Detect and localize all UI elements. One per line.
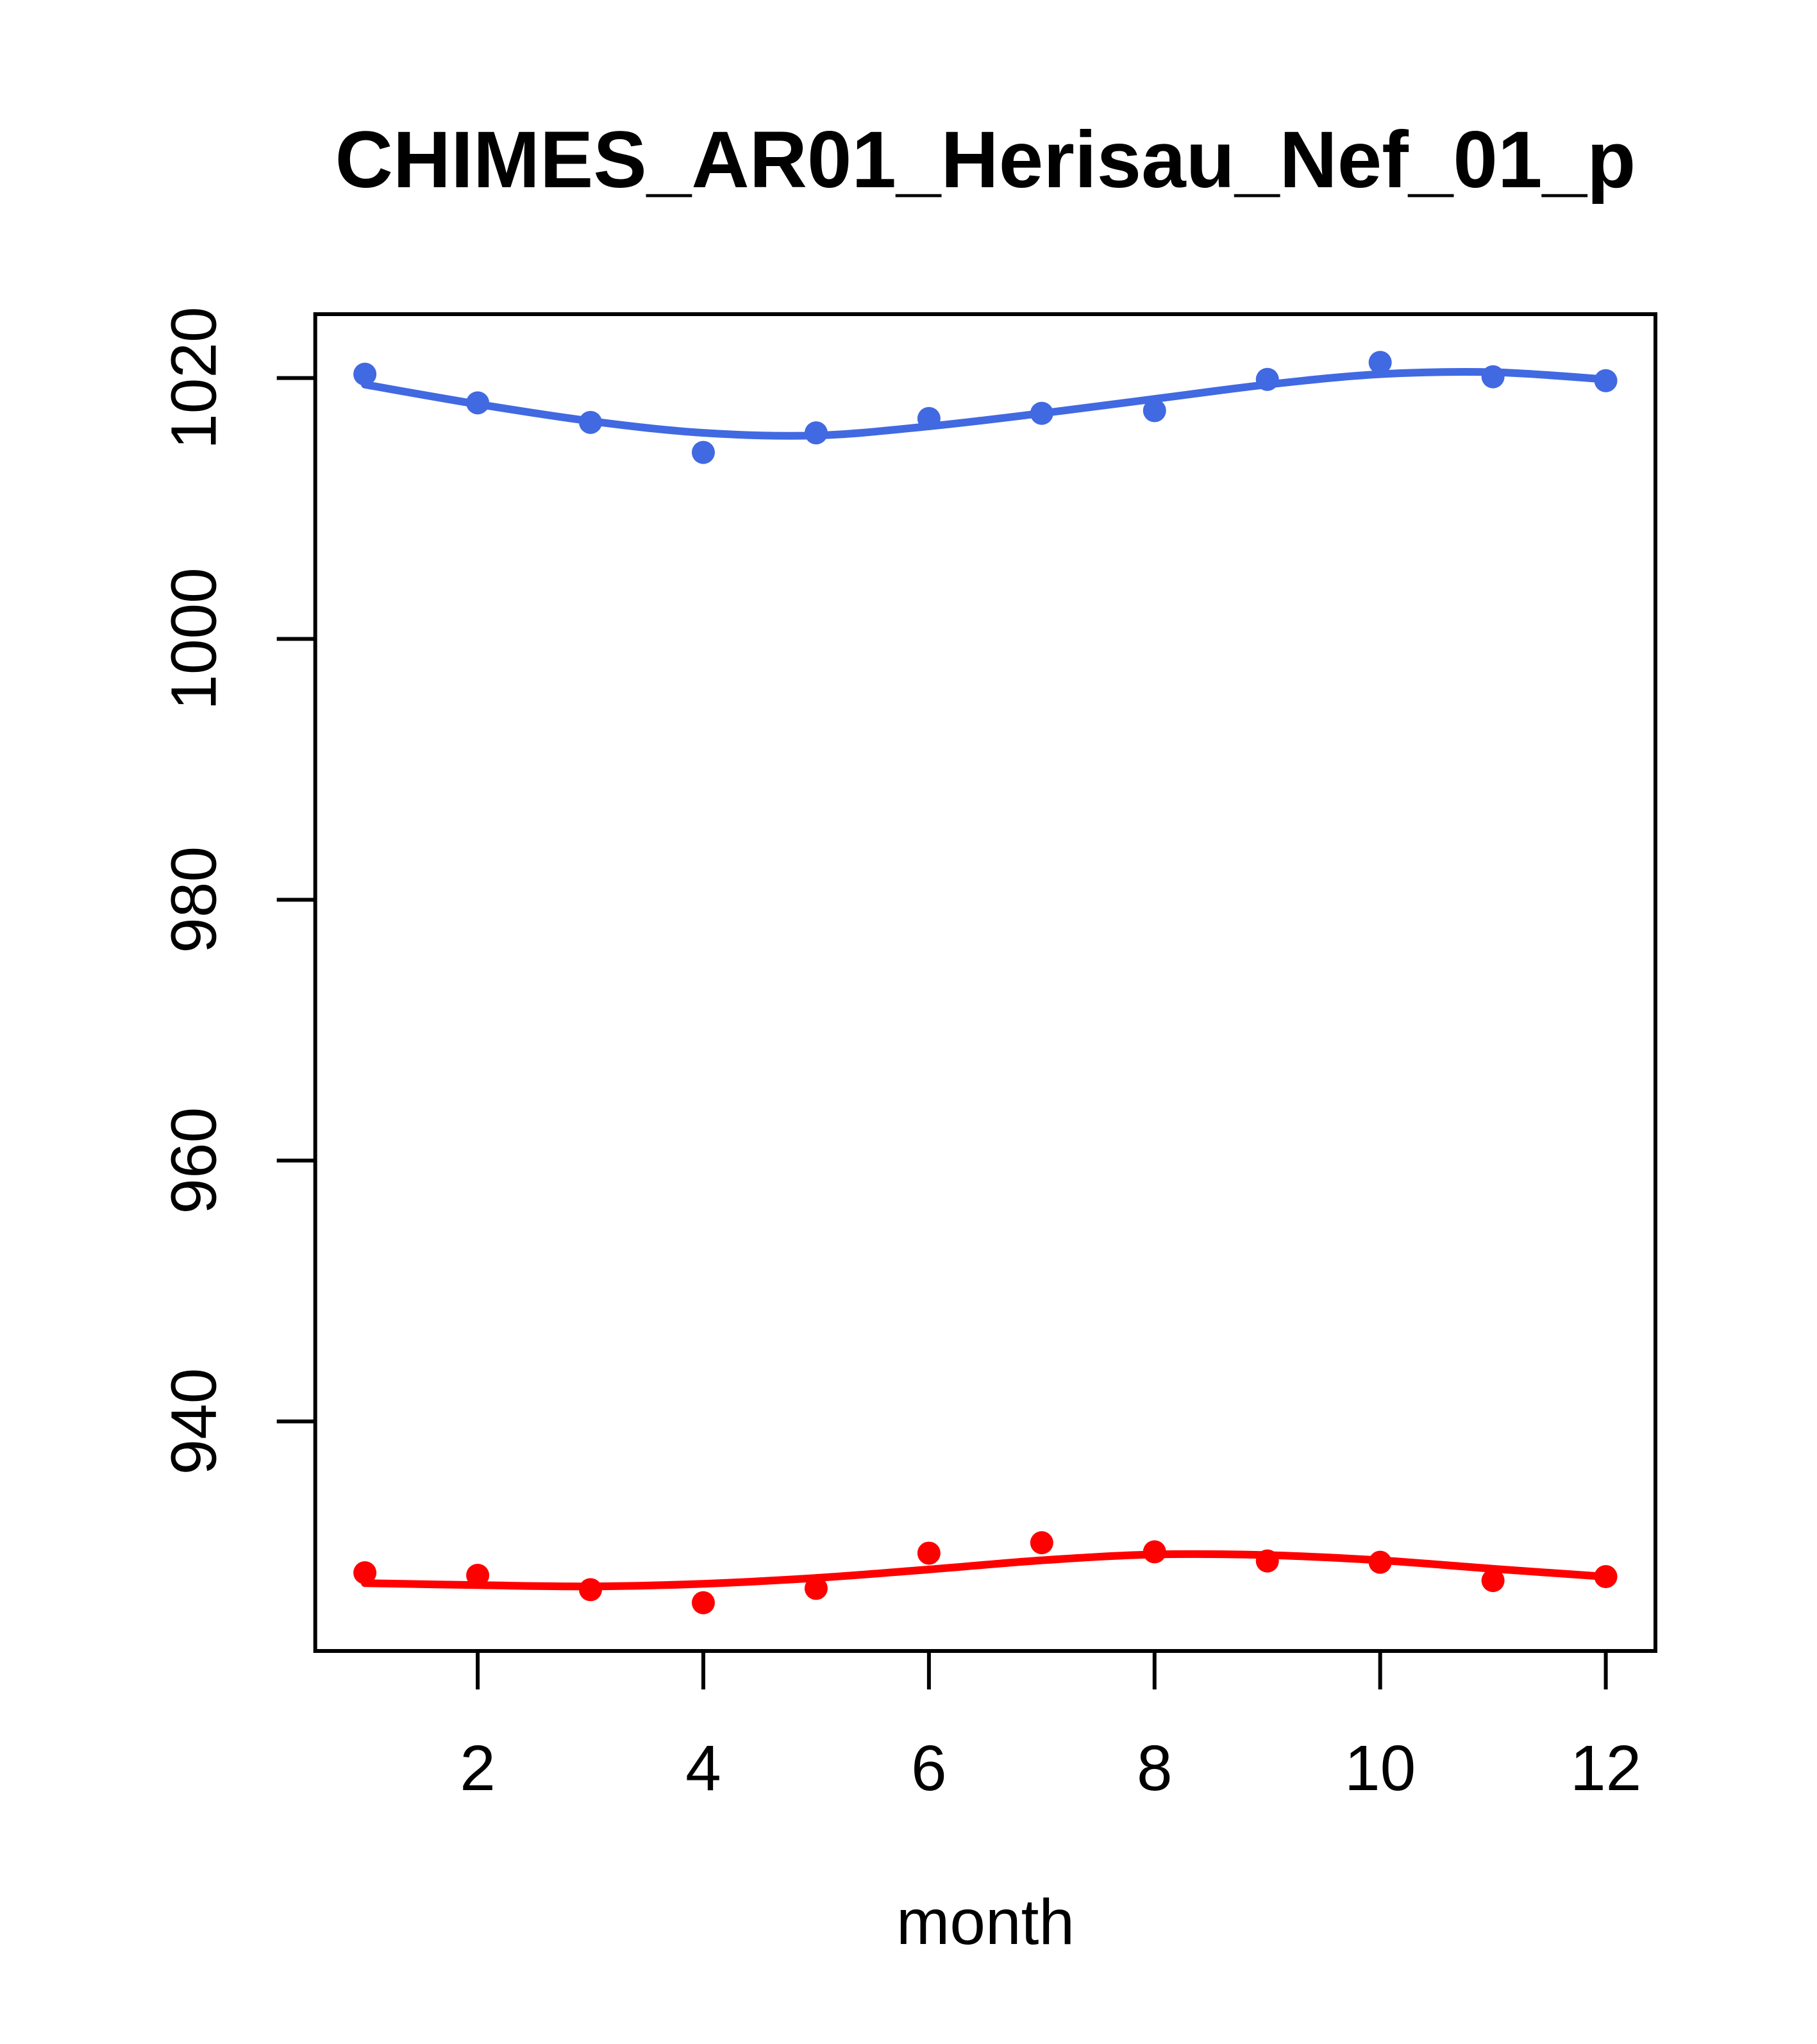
y-tick-label: 960	[158, 1107, 230, 1214]
red-series-point	[804, 1577, 828, 1600]
x-tick-label: 4	[685, 1732, 721, 1804]
x-tick-label: 12	[1570, 1732, 1641, 1804]
red-series-point	[1255, 1549, 1279, 1573]
red-series-point	[579, 1578, 603, 1602]
red-series-point	[1030, 1531, 1053, 1555]
y-tick-label: 940	[158, 1368, 230, 1475]
x-tick-label: 6	[911, 1732, 947, 1804]
y-tick-label: 980	[158, 846, 230, 953]
blue-series-point	[466, 391, 490, 415]
x-tick-label: 8	[1137, 1732, 1173, 1804]
blue-series-point	[804, 421, 828, 445]
x-tick-label: 2	[460, 1732, 496, 1804]
blue-series-point	[579, 410, 603, 434]
blue-series-point	[1143, 399, 1166, 423]
y-axis: 940 960 980 1000 1020	[158, 306, 315, 1475]
plot-border	[313, 312, 1658, 1653]
red-series-point	[917, 1541, 941, 1565]
data-series	[353, 351, 1618, 1614]
red-series-curve	[361, 1550, 1610, 1591]
red-series-point	[353, 1561, 377, 1584]
plot-box	[313, 312, 1658, 1653]
blue-series-point	[1368, 351, 1392, 374]
red-series-point	[691, 1591, 715, 1614]
x-axis: 2 4 6 8 10 12	[460, 1651, 1641, 1804]
red-series-point	[1481, 1569, 1505, 1593]
y-tick-label: 1020	[158, 306, 230, 449]
red-series-point	[466, 1564, 490, 1587]
x-axis-label: month	[896, 1886, 1075, 1958]
y-tick-label: 1000	[158, 567, 230, 710]
x-tick-label: 10	[1344, 1732, 1416, 1804]
blue-series-point	[1255, 367, 1279, 391]
blue-series-curve	[361, 367, 1610, 440]
chart-title: CHIMES_AR01_Herisau_Nef_01_p	[335, 115, 1636, 205]
blue-series-point	[917, 406, 941, 430]
blue-series-point	[691, 440, 715, 464]
blue-series-point	[353, 362, 377, 386]
blue-series-point	[1030, 401, 1053, 425]
red-series-point	[1368, 1550, 1392, 1574]
blue-series-point	[1481, 365, 1505, 389]
red-series-point	[1594, 1565, 1618, 1589]
blue-series-point	[1594, 369, 1618, 392]
red-series-point	[1143, 1540, 1166, 1564]
